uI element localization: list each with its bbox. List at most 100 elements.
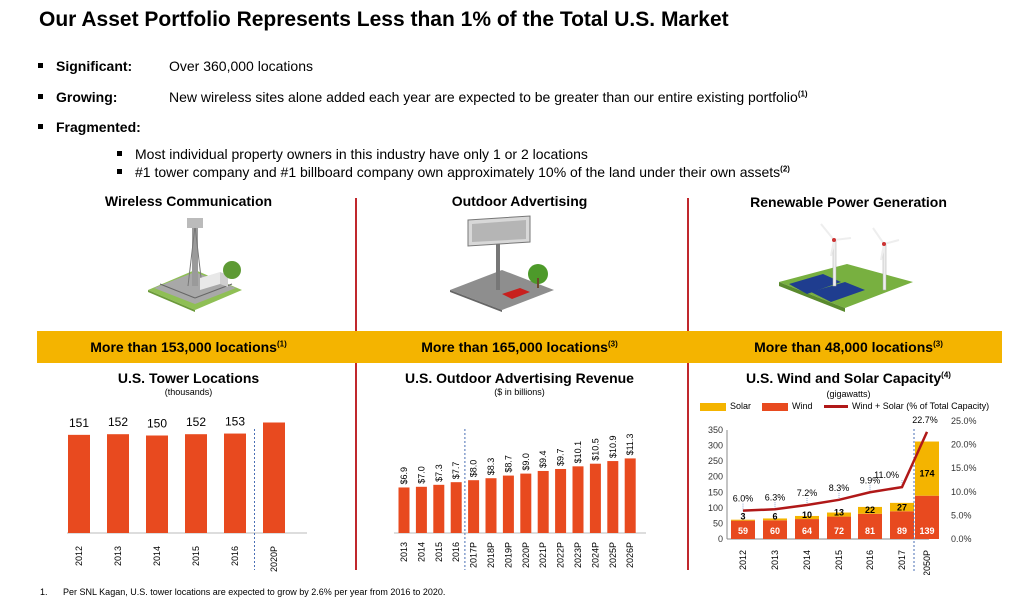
tick-label: 2014 bbox=[802, 550, 812, 570]
bar bbox=[415, 486, 427, 533]
bullet-growing: Growing: bbox=[38, 89, 117, 105]
tick-label: 2016 bbox=[451, 542, 461, 562]
footnote: 1. Per SNL Kagan, U.S. tower locations ar… bbox=[40, 587, 446, 597]
cell-tower-illustration bbox=[148, 218, 242, 312]
legend-wind: Wind bbox=[762, 401, 813, 411]
bullet-label: Fragmented: bbox=[56, 119, 141, 135]
data-label: $7.7 bbox=[451, 462, 461, 480]
tick-label: 2012 bbox=[74, 546, 84, 566]
solar-label: 6 bbox=[772, 511, 777, 521]
line-label: 9.9% bbox=[860, 475, 881, 485]
data-label: $8.7 bbox=[503, 455, 513, 473]
data-label: 170 bbox=[264, 415, 284, 418]
bar bbox=[624, 458, 636, 533]
y-tick-label: 200 bbox=[708, 472, 723, 482]
data-label: $11.3 bbox=[625, 434, 635, 456]
wind-label: 72 bbox=[834, 526, 844, 536]
y-tick-label: 0 bbox=[718, 534, 723, 544]
line-label: 6.3% bbox=[765, 492, 786, 502]
band-text-outdoor: More than 165,000 locations(3) bbox=[421, 339, 618, 355]
bar bbox=[537, 470, 549, 533]
tick-label: 2013 bbox=[770, 550, 780, 570]
tick-label: 2050P bbox=[922, 550, 932, 575]
data-label: 150 bbox=[147, 417, 167, 431]
tick-label: 2018P bbox=[486, 542, 496, 568]
bar-solar bbox=[731, 519, 755, 521]
footnote-ref: (3) bbox=[607, 339, 618, 349]
y-tick-label: 100 bbox=[708, 503, 723, 513]
bar bbox=[555, 468, 567, 533]
solar-label: 3 bbox=[740, 512, 745, 522]
bar bbox=[485, 478, 497, 533]
band-text-wireless: More than 153,000 locations(1) bbox=[90, 339, 287, 355]
bullet-text: Over 360,000 locations bbox=[169, 58, 313, 74]
solar-label: 174 bbox=[919, 469, 934, 479]
legend-solar: Solar bbox=[700, 401, 751, 411]
data-label: $7.0 bbox=[416, 466, 426, 484]
wind-label: 59 bbox=[738, 526, 748, 536]
tick-label: 2016 bbox=[865, 550, 875, 570]
tick-label: 2014 bbox=[416, 542, 426, 562]
tick-label: 2014 bbox=[152, 546, 162, 566]
bar bbox=[468, 480, 480, 533]
bar-solar bbox=[827, 512, 851, 517]
y-tick-label: 150 bbox=[708, 487, 723, 497]
bullet-label: Significant: bbox=[56, 58, 133, 74]
tick-label: 2015 bbox=[834, 550, 844, 570]
column-heading-wireless: Wireless Communication bbox=[104, 193, 273, 209]
bullet-label: Growing: bbox=[56, 89, 118, 105]
bar-wind bbox=[915, 495, 939, 539]
bar bbox=[433, 484, 445, 533]
bar-wind bbox=[731, 520, 755, 539]
bullet-marker bbox=[117, 169, 122, 175]
data-label: $8.3 bbox=[486, 458, 496, 476]
chart-unit-renewable: (gigawatts) bbox=[826, 389, 871, 399]
tick-label: 2023P bbox=[573, 542, 583, 568]
legend-swatch bbox=[700, 402, 726, 411]
line-label: 7.2% bbox=[797, 488, 818, 498]
tick-label: 2021P bbox=[538, 542, 548, 568]
chart-title-outdoor: U.S. Outdoor Advertising Revenue bbox=[405, 370, 634, 386]
column-divider bbox=[355, 198, 357, 570]
tick-label: 2016 bbox=[230, 546, 240, 566]
tick-label: 2026P bbox=[625, 542, 635, 568]
line-label: 22.7% bbox=[912, 415, 938, 425]
bullet-marker bbox=[38, 94, 43, 100]
wind-label: 81 bbox=[865, 526, 875, 536]
bar bbox=[607, 461, 619, 533]
column-heading-renewable: Renewable Power Generation bbox=[750, 194, 947, 210]
bar-wind bbox=[890, 511, 914, 539]
bar bbox=[398, 487, 410, 533]
data-label: 153 bbox=[225, 415, 245, 429]
tower-locations-chart: 151 2012 152 2013 150 2014 152 2015 153 2016 170 20… bbox=[67, 415, 307, 572]
tick-label: 2013 bbox=[399, 542, 409, 562]
data-label: $9.0 bbox=[521, 453, 531, 471]
tick-label: 2015 bbox=[191, 546, 201, 566]
bar-solar bbox=[795, 515, 819, 520]
outdoor-revenue-chart: $6.9 2013 $7.0 2014 $7.3 2015 $7.7 2016 $8.0 2017… bbox=[394, 429, 646, 570]
data-label: $7.3 bbox=[434, 464, 444, 482]
chart-title-towers: U.S. Tower Locations bbox=[117, 370, 260, 386]
bar-wind bbox=[858, 513, 882, 539]
chart-unit-outdoor: ($ in billions) bbox=[494, 387, 545, 397]
bar bbox=[572, 466, 584, 533]
y2-tick-label: 25.0% bbox=[951, 416, 977, 426]
bar bbox=[450, 482, 462, 533]
chart-unit-towers: (thousands) bbox=[164, 387, 213, 397]
line-label: 8.3% bbox=[829, 483, 850, 493]
tick-label: 2017 bbox=[897, 550, 907, 570]
wind-solar-illustration bbox=[779, 223, 913, 312]
wind-label: 64 bbox=[802, 526, 812, 536]
tick-label: 2012 bbox=[738, 550, 748, 570]
y-tick-label: 50 bbox=[713, 518, 723, 528]
chart-title-renewable: U.S. Wind and Solar Capacity(4) bbox=[746, 370, 951, 386]
bar bbox=[146, 435, 168, 533]
share-line bbox=[742, 431, 929, 512]
bar bbox=[224, 433, 246, 533]
y2-tick-label: 10.0% bbox=[951, 487, 977, 497]
bullet-significant: Significant: bbox=[38, 58, 132, 74]
bar-wind bbox=[763, 520, 787, 539]
line-label: 11.0% bbox=[874, 470, 899, 480]
bar bbox=[502, 475, 514, 533]
solar-label: 22 bbox=[865, 505, 875, 515]
